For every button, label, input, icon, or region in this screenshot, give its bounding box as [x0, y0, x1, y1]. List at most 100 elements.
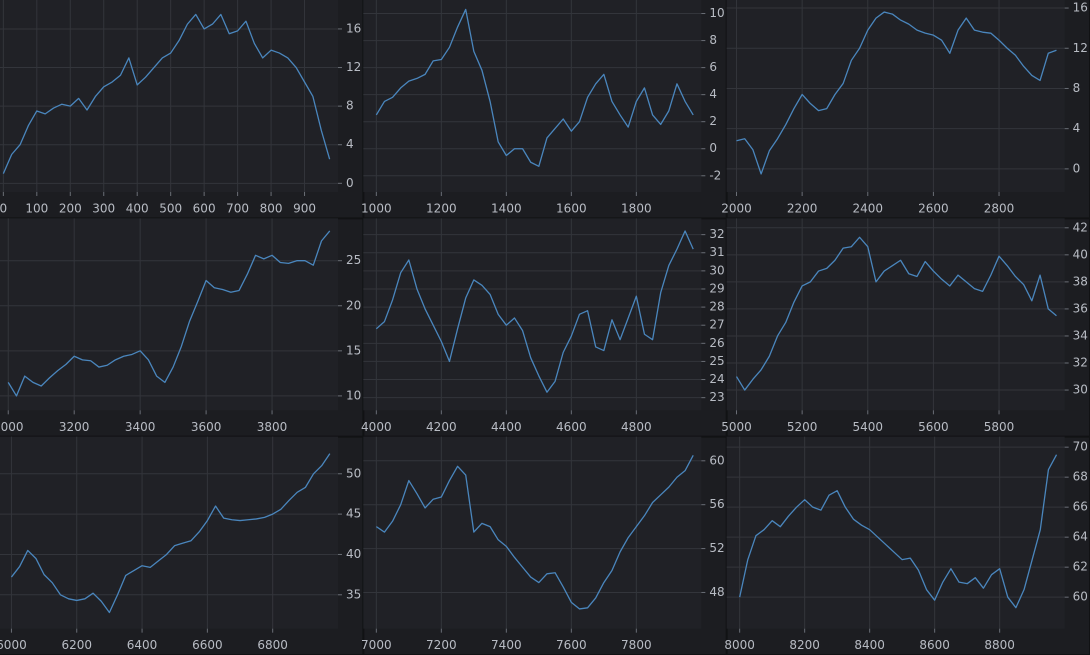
y-tick-label: 24	[709, 372, 724, 386]
y-tick-label: 31	[709, 245, 724, 259]
plot-area	[726, 436, 1065, 629]
plot-area	[363, 0, 702, 192]
data-line	[375, 8, 694, 167]
y-tick-label: 29	[709, 281, 724, 295]
x-tick-label: 2400	[853, 202, 884, 216]
x-tick-label: 300	[92, 202, 115, 216]
x-tick-label: 2800	[984, 202, 1015, 216]
plot-area	[363, 218, 702, 411]
x-tick-label: 8000	[724, 638, 755, 652]
x-tick-label: 4600	[556, 420, 587, 434]
y-tick-label: 32	[709, 227, 724, 241]
y-tick-label: 6	[709, 60, 717, 74]
x-tick-label: 500	[159, 202, 182, 216]
y-tick-label: 66	[1073, 500, 1088, 514]
data-line	[375, 455, 694, 610]
y-tick-label: 16	[1073, 1, 1088, 15]
x-tick-label: 4200	[426, 420, 457, 434]
x-tick-label: 5200	[787, 420, 818, 434]
x-tick-label: 6600	[192, 638, 223, 652]
x-tick-label: 4400	[491, 420, 522, 434]
x-tick-label: 3800	[257, 420, 288, 434]
data-line	[10, 453, 331, 614]
y-tick-label: 35	[346, 587, 361, 601]
y-tick-label: 60	[1073, 590, 1088, 604]
chart-panel: 0 4 8 12 16 0 100 200 300 400 500 600 700 800 900	[0, 0, 365, 220]
x-tick-label: 7400	[491, 638, 522, 652]
y-tick-label: -2	[709, 168, 721, 182]
chart-panel: 60 62 64 66 68 70 8000 8200 8400 8600 8800	[724, 436, 1090, 655]
y-tick-label: 0	[709, 141, 717, 155]
x-tick-label: 1200	[426, 202, 457, 216]
y-tick-label: 4	[709, 87, 717, 101]
x-tick-label: 600	[193, 202, 216, 216]
x-tick-label: 400	[126, 202, 149, 216]
y-tick-label: 52	[709, 541, 724, 555]
x-tick-label: 3000	[0, 420, 24, 434]
plot-area	[0, 218, 338, 411]
x-tick-label: 7200	[426, 638, 457, 652]
chart-panel: 10 15 20 25 3000 3200 3400 3600 3800	[0, 218, 365, 438]
y-tick-label: 56	[709, 497, 724, 511]
x-tick-label: 2000	[721, 202, 752, 216]
y-tick-label: 30	[709, 263, 724, 277]
x-tick-label: 5000	[721, 420, 752, 434]
x-tick-label: 8600	[919, 638, 950, 652]
y-tick-label: 20	[346, 298, 361, 312]
y-tick-label: 36	[1073, 301, 1088, 315]
x-tick-label: 2600	[918, 202, 949, 216]
data-line	[735, 236, 1057, 391]
y-tick-label: 0	[346, 176, 354, 190]
y-tick-label: 50	[346, 466, 361, 480]
y-tick-label: 48	[709, 585, 724, 599]
y-tick-label: 28	[709, 300, 724, 314]
x-tick-label: 900	[293, 202, 316, 216]
x-tick-label: 6200	[61, 638, 92, 652]
x-tick-label: 5800	[984, 420, 1015, 434]
x-tick-label: 6800	[257, 638, 288, 652]
y-tick-label: 70	[1073, 440, 1088, 454]
y-tick-label: 34	[1073, 328, 1088, 342]
y-tick-label: 40	[346, 547, 361, 561]
y-tick-label: 10	[709, 6, 724, 20]
y-tick-label: 25	[709, 354, 724, 368]
x-tick-label: 6400	[127, 638, 158, 652]
x-tick-label: 8800	[984, 638, 1015, 652]
x-tick-label: 3600	[191, 420, 222, 434]
x-tick-label: 4000	[361, 420, 392, 434]
y-tick-label: 8	[709, 33, 717, 47]
y-tick-label: 38	[1073, 274, 1088, 288]
y-tick-label: 8	[1073, 81, 1081, 95]
x-tick-label: 100	[25, 202, 48, 216]
y-tick-label: 62	[1073, 560, 1088, 574]
x-tick-label: 5400	[853, 420, 884, 434]
x-tick-label: 0	[0, 202, 7, 216]
plot-area	[0, 436, 338, 629]
y-tick-label: 32	[1073, 356, 1088, 370]
y-tick-label: 26	[709, 336, 724, 350]
x-tick-label: 8400	[854, 638, 885, 652]
y-tick-label: 42	[1073, 220, 1088, 234]
x-tick-label: 800	[260, 202, 283, 216]
x-tick-label: 2200	[787, 202, 818, 216]
y-tick-label: 30	[1073, 383, 1088, 397]
data-line	[375, 230, 694, 393]
plot-area	[726, 0, 1065, 192]
y-tick-label: 27	[709, 318, 724, 332]
x-tick-label: 700	[226, 202, 249, 216]
y-tick-label: 12	[1073, 41, 1088, 55]
x-tick-label: 3200	[59, 420, 90, 434]
x-tick-label: 200	[59, 202, 82, 216]
x-tick-label: 1400	[491, 202, 522, 216]
data-line	[736, 11, 1057, 175]
y-tick-label: 60	[709, 453, 724, 467]
chart-panel: 30 32 34 36 38 40 42 5000 5200 5400 5600 5800	[721, 218, 1090, 438]
y-tick-label: 15	[346, 343, 361, 357]
y-tick-label: 4	[346, 137, 354, 151]
chart-panel: -2 0 2 4 6 8 10 1000 1200 1400 1600 1800	[361, 0, 728, 220]
x-tick-label: 8200	[789, 638, 820, 652]
y-tick-label: 25	[346, 253, 361, 267]
chart-panel: 35 40 45 50 6000 6200 6400 6600 6800	[0, 436, 365, 655]
y-tick-label: 2	[709, 114, 717, 128]
